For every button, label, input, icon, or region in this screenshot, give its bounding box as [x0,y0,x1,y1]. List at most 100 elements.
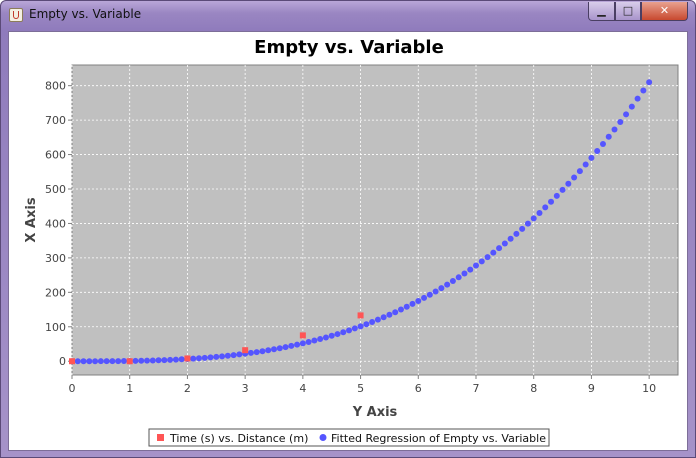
fitted-point [646,79,653,86]
fitted-point [397,306,404,313]
close-button[interactable]: ✕ [641,2,688,21]
fitted-point [392,309,399,316]
fitted-point [478,258,485,265]
fitted-point [144,357,151,364]
fitted-point [357,323,364,330]
y-axis-label: X Axis [24,197,39,242]
observed-point [357,312,364,319]
fitted-point [207,354,214,361]
fitted-point [155,357,162,364]
chart-title: Empty vs. Variable [254,37,444,58]
fitted-point [195,355,202,362]
fitted-point [484,254,491,261]
legend-swatch-observed [157,434,164,441]
fitted-point [97,358,104,365]
fitted-point [455,274,462,281]
x-tick-label: 0 [69,382,76,395]
fitted-point [115,358,122,365]
x-axis-label: Y Axis [352,405,398,420]
fitted-point [374,316,381,323]
fitted-point [92,358,99,365]
legend: Time (s) vs. Distance (m) Fitted Regressi… [148,428,550,447]
fitted-point [167,356,174,363]
fitted-point [322,334,329,341]
x-tick-label: 3 [242,382,249,395]
fitted-point [369,318,376,325]
fitted-point [161,357,168,364]
chart: Empty vs. Variable 0 1 2 3 4 5 6 7 8 9 10010020030… [24,37,679,447]
fitted-point [311,337,318,344]
legend-box [148,428,550,447]
fitted-point [178,356,185,363]
fitted-point [490,249,497,256]
fitted-point [271,346,277,353]
fitted-point [426,291,433,298]
fitted-point [530,215,537,222]
fitted-point [351,325,358,332]
grid-lines [71,65,678,375]
x-tick-label: 9 [588,382,595,395]
fitted-point [213,353,220,360]
fitted-point [282,344,289,351]
fitted-point [519,225,526,232]
fitted-point [640,87,647,94]
maximize-button[interactable]: □ [615,2,641,21]
x-tick-label: 10 [642,382,656,395]
legend-label-observed: Time (s) vs. Distance (m) [169,432,308,445]
chart-panel: Empty vs. Variable 0 1 2 3 4 5 6 7 8 9 10 0 100 200 30… [8,31,688,451]
title-bar[interactable]: Empty vs. Variable ▁ □ ✕ [1,1,695,31]
fitted-point [86,358,93,365]
y-tick-label: 700 [45,114,66,127]
y-tick-label: 200 [45,286,66,299]
fitted-point [403,303,410,310]
observed-point [69,358,75,365]
fitted-point [588,154,595,161]
observed-point [242,347,249,354]
fitted-point [294,341,301,348]
fitted-point [542,204,549,211]
fitted-point [138,357,145,364]
fitted-point [247,349,254,356]
fitted-point [553,192,560,199]
fitted-point [473,262,479,269]
fitted-point [224,352,231,359]
fitted-point [599,140,606,147]
fitted-point [132,357,139,364]
fitted-point [103,358,110,365]
fitted-point [340,329,347,336]
fitted-point [409,300,416,307]
x-tick-label: 8 [530,382,537,395]
fitted-point [605,133,612,140]
fitted-point [565,180,572,187]
fitted-point [432,288,439,295]
fitted-point [501,240,508,247]
fitted-point [513,230,520,237]
fitted-point [219,353,226,360]
fitted-point [386,311,393,318]
fitted-point [201,354,208,361]
fitted-point [421,294,428,301]
minimize-button[interactable]: ▁ [588,2,615,21]
fitted-point [559,186,566,193]
fitted-point [449,278,456,285]
fitted-point [253,349,260,356]
observed-point [126,358,133,365]
fitted-point [594,147,601,154]
fitted-point [305,338,312,345]
fitted-point [276,345,283,352]
fitted-point [109,358,116,365]
fitted-point [571,174,578,181]
fitted-point [617,119,624,126]
java-app-icon [9,8,23,22]
fitted-point [265,347,272,354]
x-tick-label: 6 [415,382,422,395]
fitted-point [611,126,618,133]
fitted-point [299,340,306,347]
fitted-point [438,285,445,292]
fitted-point [444,281,451,288]
x-tick-label: 5 [357,382,364,395]
y-tick-label: 600 [45,149,66,162]
fitted-point [172,356,179,363]
observed-point [184,355,191,362]
